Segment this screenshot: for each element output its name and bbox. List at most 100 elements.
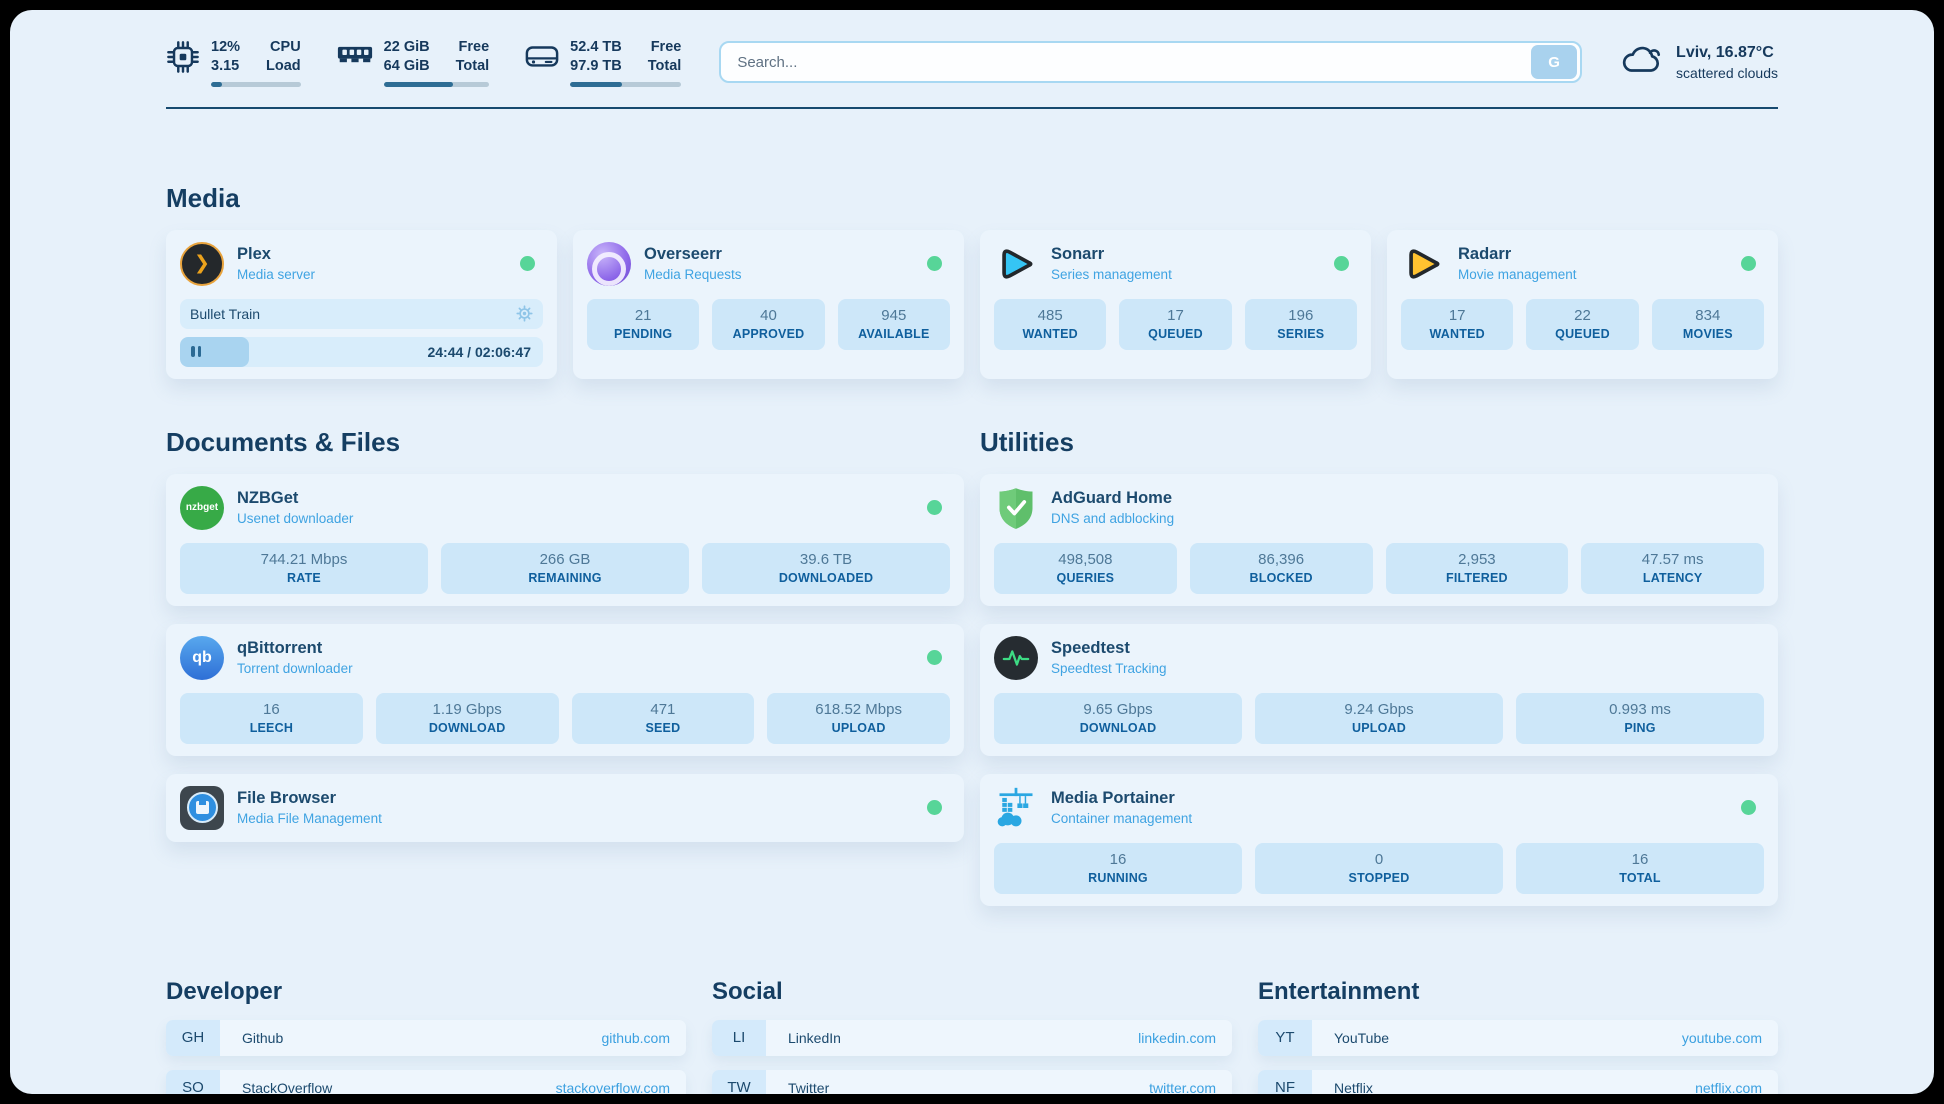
plex-now-playing-row: Bullet Train bbox=[180, 298, 543, 329]
cpu-load-value: 3.15 bbox=[211, 57, 240, 74]
google-search-button[interactable]: G bbox=[1531, 45, 1578, 80]
disk-total-label: Total bbox=[647, 57, 682, 74]
speedtest-desc: Speedtest Tracking bbox=[1051, 661, 1167, 677]
sonarr-status-dot bbox=[1334, 256, 1349, 272]
stat-leech: 16 LEECH bbox=[180, 692, 363, 744]
card-plex[interactable]: ❯ Plex Media server Bullet Train bbox=[166, 229, 557, 379]
github-abbr-badge: GH bbox=[166, 1019, 220, 1056]
plex-title: Plex bbox=[237, 245, 271, 264]
linkedin-abbr-badge: LI bbox=[712, 1019, 766, 1056]
nzbget-desc: Usenet downloader bbox=[237, 511, 354, 527]
card-sonarr[interactable]: Sonarr Series management 485 WANTED 17 Q… bbox=[980, 229, 1371, 379]
memory-free-value: 22 GiB bbox=[383, 39, 430, 55]
filebrowser-desc: Media File Management bbox=[237, 811, 382, 827]
dashboard-frame: 12% 3.15 CPU Load bbox=[10, 10, 1934, 1094]
nzbget-icon: nzbget bbox=[180, 485, 224, 530]
disk-icon bbox=[525, 40, 559, 77]
stat-queries: 498,508 QUERIES bbox=[994, 542, 1177, 594]
cpu-label: CPU bbox=[270, 39, 301, 55]
qbittorrent-icon: qb bbox=[180, 635, 224, 680]
overseerr-icon bbox=[587, 241, 631, 286]
search-bar: G bbox=[719, 41, 1583, 84]
filebrowser-icon bbox=[180, 785, 224, 830]
stat-running: 16 RUNNING bbox=[994, 842, 1242, 894]
stat-pending: 21 PENDING bbox=[587, 298, 700, 350]
card-filebrowser[interactable]: File Browser Media File Management bbox=[166, 773, 964, 842]
plex-playback-time: 24:44 / 02:06:47 bbox=[427, 343, 531, 360]
stat-queued: 17 QUEUED bbox=[1119, 298, 1232, 350]
qbittorrent-title: qBittorrent bbox=[237, 639, 323, 658]
section-title-documents: Documents & Files bbox=[166, 426, 401, 457]
plex-desc: Media server bbox=[237, 267, 316, 283]
memory-total-value: 64 GiB bbox=[383, 57, 430, 74]
speedtest-icon bbox=[994, 635, 1038, 680]
stat-wanted: 17 WANTED bbox=[1401, 298, 1514, 350]
card-speedtest[interactable]: Speedtest Speedtest Tracking 9.65 Gbps D… bbox=[980, 623, 1778, 756]
stat-movies: 834 MOVIES bbox=[1651, 298, 1764, 350]
bookmark-linkedin[interactable]: LI LinkedIn linkedin.com bbox=[712, 1019, 1232, 1056]
stat-approved: 40 APPROVED bbox=[712, 298, 825, 350]
plex-progress-bar[interactable]: 24:44 / 02:06:47 bbox=[180, 336, 543, 367]
cpu-load-label: Load bbox=[266, 57, 301, 74]
plex-status-dot bbox=[520, 256, 535, 272]
stat-rate: 744.21 Mbps RATE bbox=[180, 542, 428, 594]
bookmark-youtube[interactable]: YT YouTube youtube.com bbox=[1258, 1019, 1778, 1056]
topbar-divider bbox=[166, 106, 1778, 109]
portainer-status-dot bbox=[1741, 800, 1756, 816]
sonarr-desc: Series management bbox=[1051, 267, 1172, 283]
nzbget-status-dot bbox=[927, 500, 942, 516]
memory-free-label: Free bbox=[458, 39, 490, 55]
bookmark-stackoverflow[interactable]: SO StackOverflow stackoverflow.com bbox=[166, 1069, 686, 1094]
adguard-icon bbox=[994, 486, 1038, 530]
weather-condition: scattered clouds bbox=[1676, 64, 1778, 81]
radarr-desc: Movie management bbox=[1458, 267, 1577, 283]
youtube-abbr-badge: YT bbox=[1258, 1019, 1312, 1056]
bookmark-group-entertainment: Entertainment YT YouTube youtube.com NF … bbox=[1258, 978, 1778, 1094]
cpu-widget: 12% 3.15 CPU Load bbox=[166, 38, 301, 87]
card-adguard[interactable]: AdGuard Home DNS and adblocking 498,508 … bbox=[980, 473, 1778, 606]
plex-icon: ❯ bbox=[180, 241, 224, 286]
cpu-icon bbox=[166, 40, 200, 79]
cloud-icon bbox=[1620, 43, 1664, 82]
stat-blocked: 86,396 BLOCKED bbox=[1189, 542, 1373, 594]
weather-location-temp: Lviv, 16.87°C bbox=[1676, 43, 1774, 61]
pause-icon bbox=[191, 346, 195, 358]
bookmark-twitter[interactable]: TW Twitter twitter.com bbox=[712, 1069, 1232, 1094]
section-title-utilities: Utilities bbox=[980, 426, 1074, 457]
sonarr-title: Sonarr bbox=[1051, 245, 1105, 264]
speedtest-title: Speedtest bbox=[1051, 639, 1130, 658]
resource-widgets: 12% 3.15 CPU Load bbox=[166, 38, 682, 87]
qbittorrent-status-dot bbox=[927, 650, 942, 666]
radarr-title: Radarr bbox=[1458, 245, 1512, 264]
stat-latency: 47.57 ms LATENCY bbox=[1581, 542, 1764, 594]
overseerr-title: Overseerr bbox=[644, 245, 722, 264]
disk-free-label: Free bbox=[650, 39, 682, 55]
section-title-media: Media bbox=[166, 182, 240, 213]
bookmark-github[interactable]: GH Github github.com bbox=[166, 1019, 686, 1056]
disk-progress-bar bbox=[570, 81, 682, 87]
plex-now-playing-title: Bullet Train bbox=[190, 305, 261, 322]
search-input[interactable] bbox=[719, 41, 1583, 84]
section-title-entertainment: Entertainment bbox=[1258, 977, 1420, 1005]
section-title-social: Social bbox=[712, 977, 783, 1005]
card-overseerr[interactable]: Overseerr Media Requests 21 PENDING 40 A… bbox=[573, 229, 964, 379]
stat-series: 196 SERIES bbox=[1244, 298, 1357, 350]
overseerr-status-dot bbox=[927, 256, 942, 272]
card-portainer[interactable]: Media Portainer Container management 16 … bbox=[980, 773, 1778, 906]
card-qbittorrent[interactable]: qb qBittorrent Torrent downloader 16 LEE… bbox=[166, 623, 964, 756]
card-nzbget[interactable]: nzbget NZBGet Usenet downloader 744.21 M… bbox=[166, 473, 964, 606]
stat-download: 1.19 Gbps DOWNLOAD bbox=[375, 692, 559, 744]
ram-icon bbox=[337, 40, 373, 75]
stat-remaining: 266 GB REMAINING bbox=[441, 542, 689, 594]
filebrowser-status-dot bbox=[927, 800, 942, 816]
top-bar: 12% 3.15 CPU Load bbox=[166, 38, 1778, 87]
stackoverflow-abbr-badge: SO bbox=[166, 1069, 220, 1094]
card-radarr[interactable]: Radarr Movie management 17 WANTED 22 QUE… bbox=[1387, 229, 1778, 379]
bookmark-netflix[interactable]: NF Netflix netflix.com bbox=[1258, 1069, 1778, 1094]
disk-widget: 52.4 TB 97.9 TB Free Total bbox=[525, 38, 682, 87]
adguard-title: AdGuard Home bbox=[1051, 489, 1173, 508]
stat-upload: 9.24 Gbps UPLOAD bbox=[1255, 692, 1503, 744]
stat-seed: 471 SEED bbox=[571, 692, 755, 744]
gear-icon[interactable] bbox=[516, 305, 533, 322]
memory-progress-bar bbox=[383, 81, 490, 87]
